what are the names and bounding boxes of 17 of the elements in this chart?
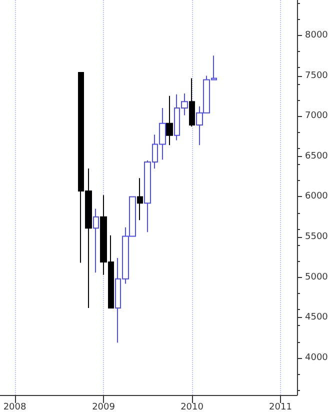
candlestick [189, 78, 195, 128]
y-tick-label: 4000 [305, 352, 328, 363]
x-tick-label: 2009 [92, 402, 116, 412]
candlestick [137, 178, 143, 221]
y-tick-label: 6500 [305, 151, 328, 162]
x-tick-label: 2008 [3, 402, 27, 412]
y-tick-label: 4500 [305, 312, 328, 323]
y-tick-label: 5000 [305, 272, 328, 282]
candlestick [93, 208, 99, 273]
y-tick-label: 8000 [305, 30, 328, 40]
x-tick-label: 2010 [180, 402, 204, 412]
x-tick-label: 2011 [269, 402, 292, 412]
y-tick-label: 5500 [305, 232, 328, 242]
candlestick [166, 95, 173, 146]
y-tick-label: 7500 [305, 70, 328, 81]
y-tick-label: 7000 [305, 111, 328, 122]
y-tick-label: 6000 [305, 192, 328, 202]
